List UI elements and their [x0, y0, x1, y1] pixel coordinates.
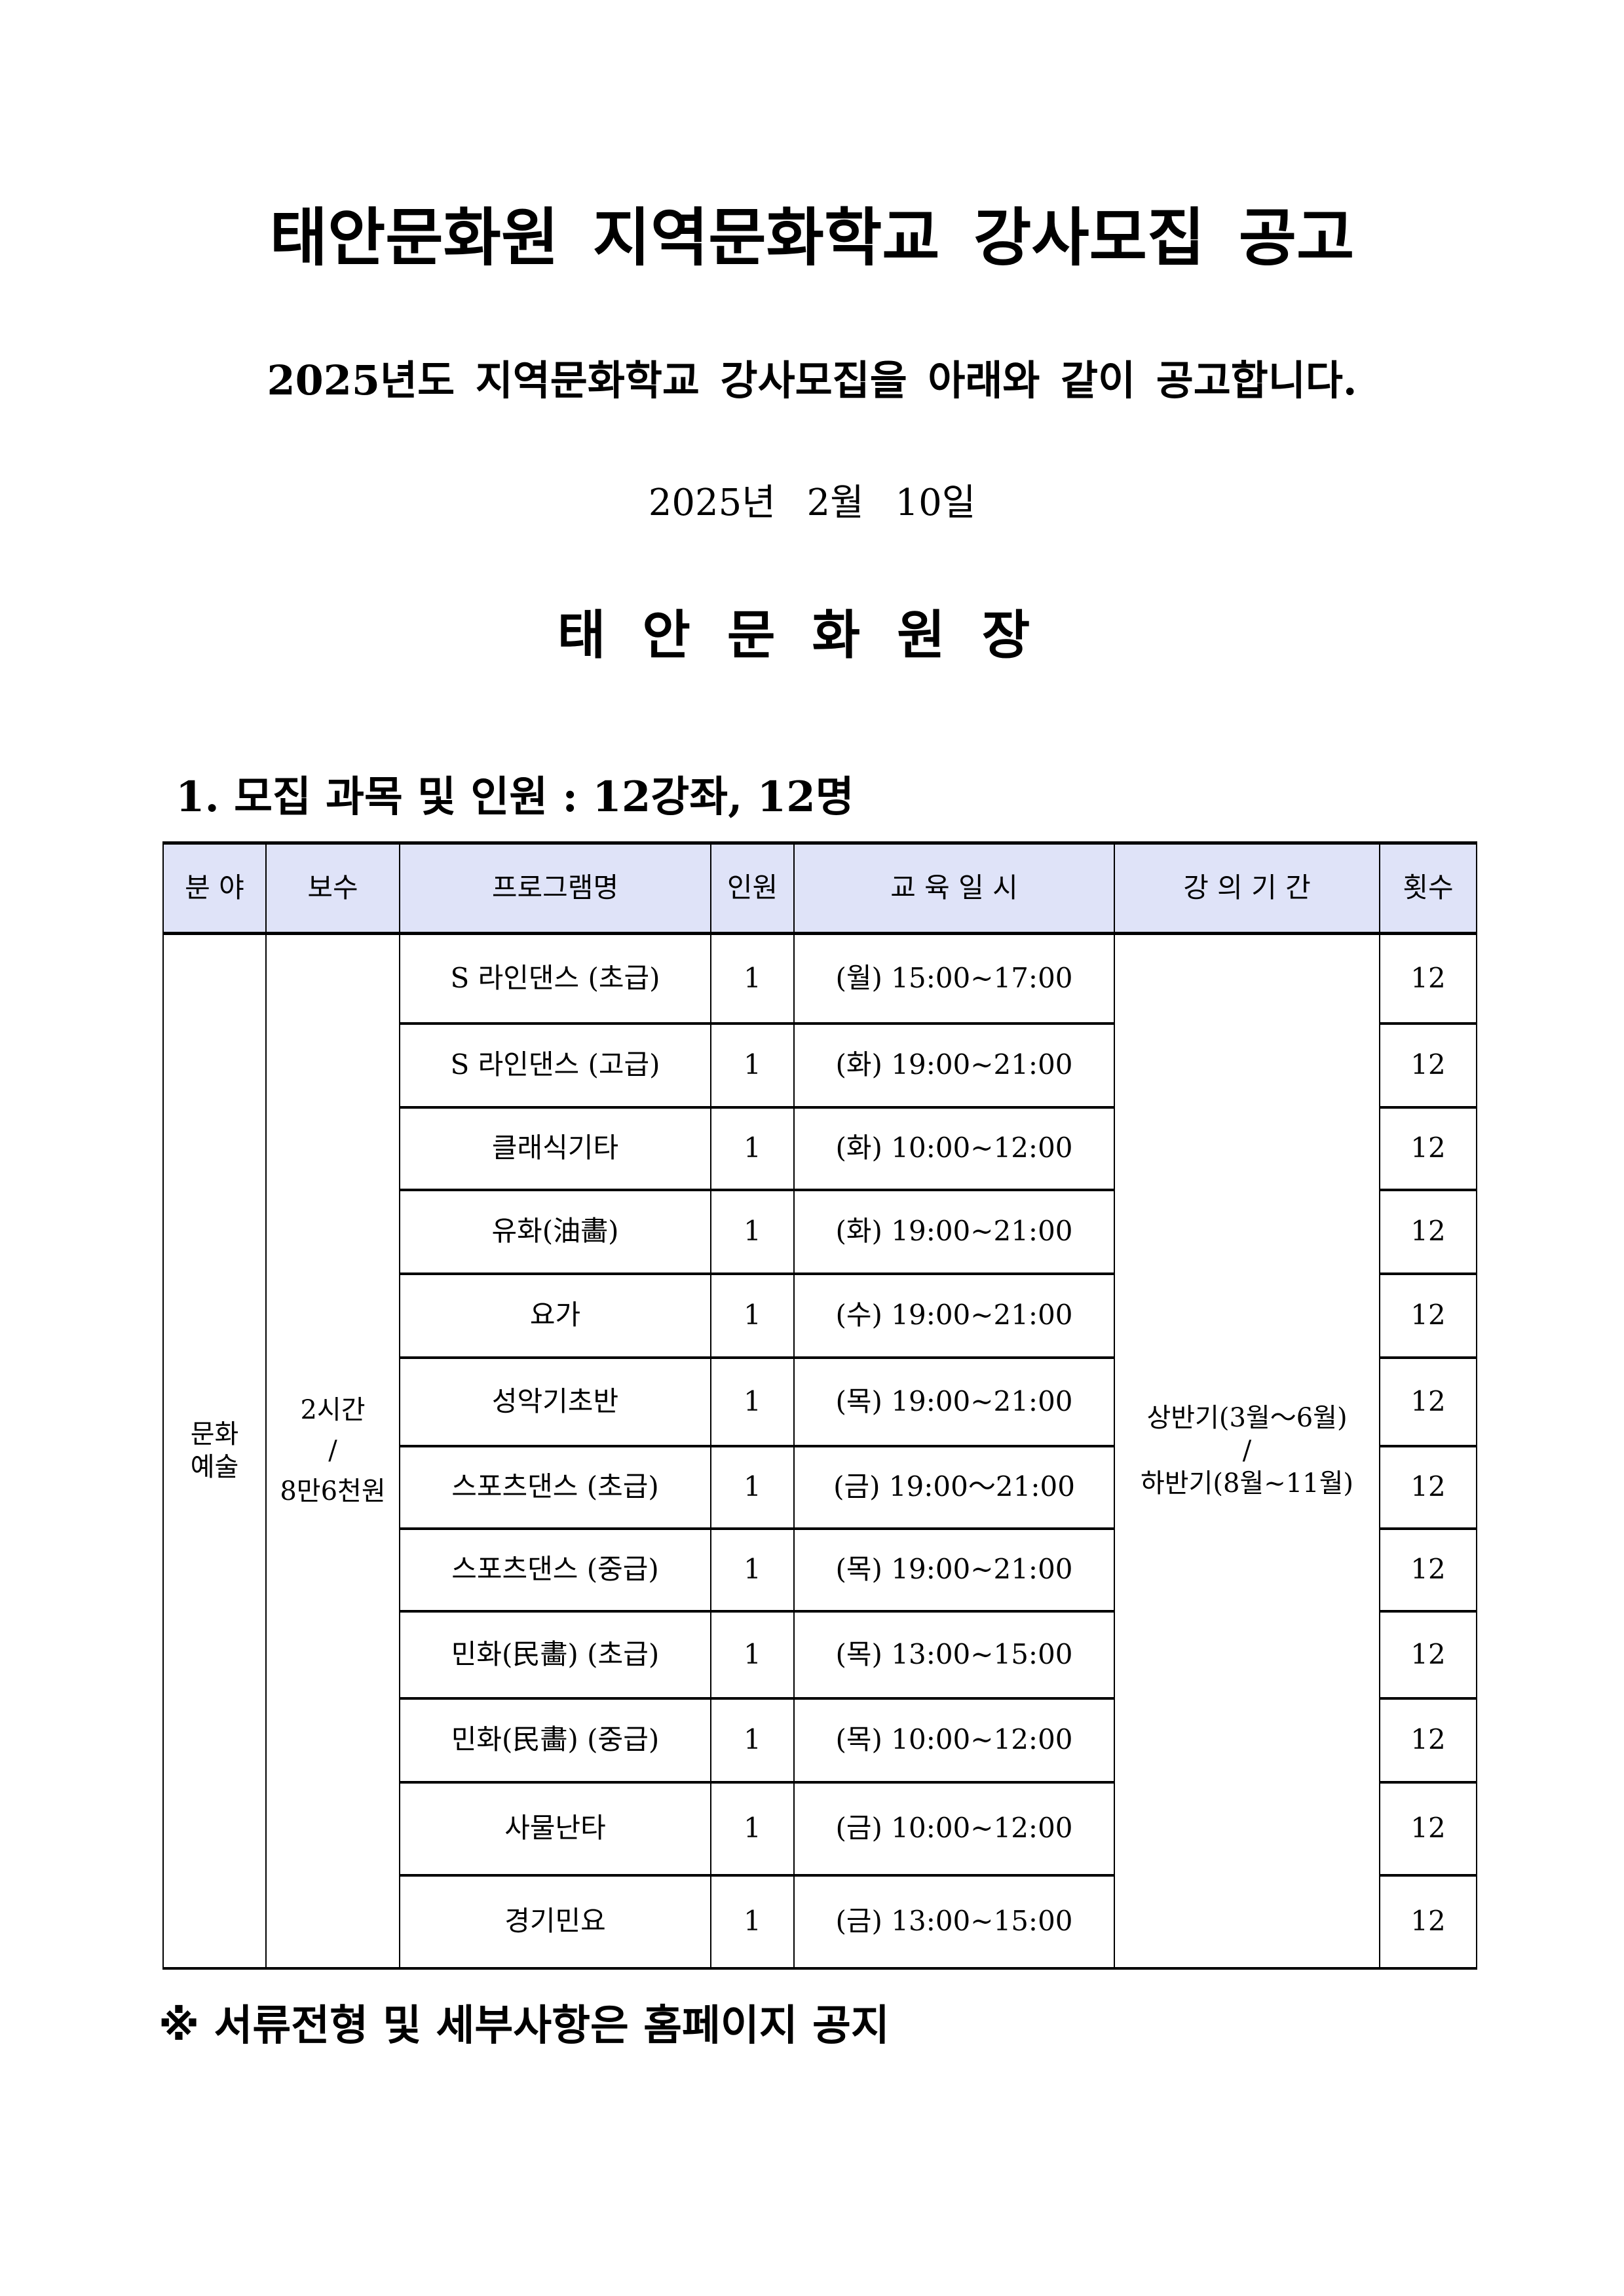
sessions-cell: 12 [1379, 1272, 1477, 1359]
program-cell: 경기민요 [399, 1874, 711, 1970]
table-body: 문화 예술 2시간/8만6천원 S 라인댄스 (초급) 1 (월) 15:00~17:0… [162, 932, 1477, 1970]
table-row: S 라인댄스 (고급) 1 (화) 19:00~21:00 12 [163, 1022, 1477, 1109]
pay-cell: 2시간 / 8만6천원 [265, 932, 400, 1970]
sessions-cell: 12 [1379, 1874, 1477, 1970]
header-period: 강 의 기 간 [1114, 841, 1380, 935]
period-second-half: 하반기(8월~11월) [1140, 1468, 1354, 1499]
table-row: 유화(油畵) 1 (화) 19:00~21:00 12 [163, 1189, 1477, 1275]
sessions-cell: 12 [1379, 1356, 1477, 1447]
table-row: 요가 1 (수) 19:00~21:00 12 [163, 1272, 1477, 1359]
schedule-cell: (수) 19:00~21:00 [793, 1272, 1115, 1359]
count-cell: 1 [710, 932, 795, 1025]
field-cell: 문화 예술 [162, 932, 267, 1970]
header-pay: 보수 [265, 841, 400, 935]
sessions-cell: 12 [1379, 1106, 1477, 1191]
header-sessions: 횟수 [1379, 841, 1477, 935]
table-row: 민화(民畵) (중급) 1 (목) 10:00~12:00 12 [163, 1697, 1477, 1784]
program-cell: 유화(油畵) [399, 1189, 711, 1275]
program-cell: S 라인댄스 (초급) [399, 932, 711, 1025]
program-cell: 스포츠댄스 (초급) [399, 1445, 711, 1530]
schedule-cell: (금) 10:00~12:00 [793, 1781, 1115, 1877]
schedule-cell: (목) 19:00~21:00 [793, 1356, 1115, 1447]
header-count: 인원 [710, 841, 795, 935]
sessions-cell: 12 [1379, 1697, 1477, 1784]
program-cell: 사물난타 [399, 1781, 711, 1877]
schedule-cell: (금) 13:00~15:00 [793, 1874, 1115, 1970]
header-program: 프로그램명 [399, 841, 711, 935]
announcement-date: 2025년 2월 10일 [648, 482, 976, 524]
program-cell: 성악기초반 [399, 1356, 711, 1447]
schedule-cell: (목) 13:00~15:00 [793, 1610, 1115, 1700]
sessions-cell: 12 [1379, 1781, 1477, 1877]
header-field: 분 야 [162, 841, 267, 935]
subtitle: 2025년도 지역문화학교 강사모집을 아래와 같이 공고합니다. [267, 356, 1357, 404]
count-cell: 1 [710, 1527, 795, 1613]
sessions-cell: 12 [1379, 1022, 1477, 1109]
period-cell: 상반기(3월～6월) / 하반기(8월~11월) [1114, 932, 1380, 1970]
count-cell: 1 [710, 1022, 795, 1109]
sessions-cell: 12 [1379, 1527, 1477, 1613]
program-cell: S 라인댄스 (고급) [399, 1022, 711, 1109]
sessions-cell: 12 [1379, 1610, 1477, 1700]
program-cell: 민화(民畵) (초급) [399, 1610, 711, 1700]
schedule-cell: (목) 10:00~12:00 [793, 1697, 1115, 1784]
pay-hours: 2시간 [300, 1395, 366, 1426]
schedule-cell: (목) 19:00~21:00 [793, 1527, 1115, 1613]
table-row: 성악기초반 1 (목) 19:00~21:00 12 [163, 1356, 1477, 1447]
table-row: 스포츠댄스 (중급) 1 (목) 19:00~21:00 12 [163, 1527, 1477, 1613]
table-row: 문화 예술 2시간/8만6천원 S 라인댄스 (초급) 1 (월) 15:00~17:0… [162, 932, 1477, 1970]
footnote: ※ 서류전형 및 세부사항은 홈페이지 공지 [159, 2002, 890, 2050]
page-title: 태안문화원 지역문화학교 강사모집 공고 [269, 201, 1355, 275]
count-cell: 1 [710, 1781, 795, 1877]
count-cell: 1 [710, 1189, 795, 1275]
table-row: 경기민요 1 (금) 13:00~15:00 12 [163, 1874, 1477, 1970]
program-cell: 스포츠댄스 (중급) [399, 1527, 711, 1613]
pay-separator: / [328, 1436, 337, 1466]
count-cell: 1 [710, 1697, 795, 1784]
recruitment-table: 분 야 보수 프로그램명 인원 교 육 일 시 강 의 기 간 횟수 문화 예술… [162, 841, 1477, 1970]
period-separator: / [1242, 1436, 1252, 1466]
count-cell: 1 [710, 1356, 795, 1447]
program-cell: 클래식기타 [399, 1106, 711, 1191]
count-cell: 1 [710, 1610, 795, 1700]
count-cell: 1 [710, 1106, 795, 1191]
sessions-cell: 12 [1379, 1445, 1477, 1530]
table-header-row: 분 야 보수 프로그램명 인원 교 육 일 시 강 의 기 간 횟수 [162, 841, 1477, 935]
sessions-cell: 12 [1379, 1189, 1477, 1275]
table-row: 사물난타 1 (금) 10:00~12:00 12 [163, 1781, 1477, 1877]
schedule-cell: (월) 15:00~17:00 [793, 932, 1115, 1025]
pay-amount: 8만6천원 [280, 1476, 386, 1507]
section-heading: 1. 모집 과목 및 인원 : 12강좌, 12명 [176, 773, 854, 822]
schedule-cell: (금) 19:00～21:00 [793, 1445, 1115, 1530]
count-cell: 1 [710, 1445, 795, 1530]
count-cell: 1 [710, 1874, 795, 1970]
count-cell: 1 [710, 1272, 795, 1359]
table-row: 클래식기타 1 (화) 10:00~12:00 12 [163, 1106, 1477, 1191]
header-schedule: 교 육 일 시 [793, 841, 1115, 935]
table-row: 스포츠댄스 (초급) 1 (금) 19:00～21:00 12 [163, 1445, 1477, 1530]
issuer: 태안문화원장 [557, 605, 1067, 666]
period-first-half: 상반기(3월～6월) [1146, 1403, 1348, 1434]
program-cell: 민화(民畵) (중급) [399, 1697, 711, 1784]
sessions-cell: 12 [1379, 932, 1477, 1025]
table-row: 민화(民畵) (초급) 1 (목) 13:00~15:00 12 [163, 1610, 1477, 1700]
schedule-cell: (화) 19:00~21:00 [793, 1189, 1115, 1275]
schedule-cell: (화) 19:00~21:00 [793, 1022, 1115, 1109]
schedule-cell: (화) 10:00~12:00 [793, 1106, 1115, 1191]
program-cell: 요가 [399, 1272, 711, 1359]
